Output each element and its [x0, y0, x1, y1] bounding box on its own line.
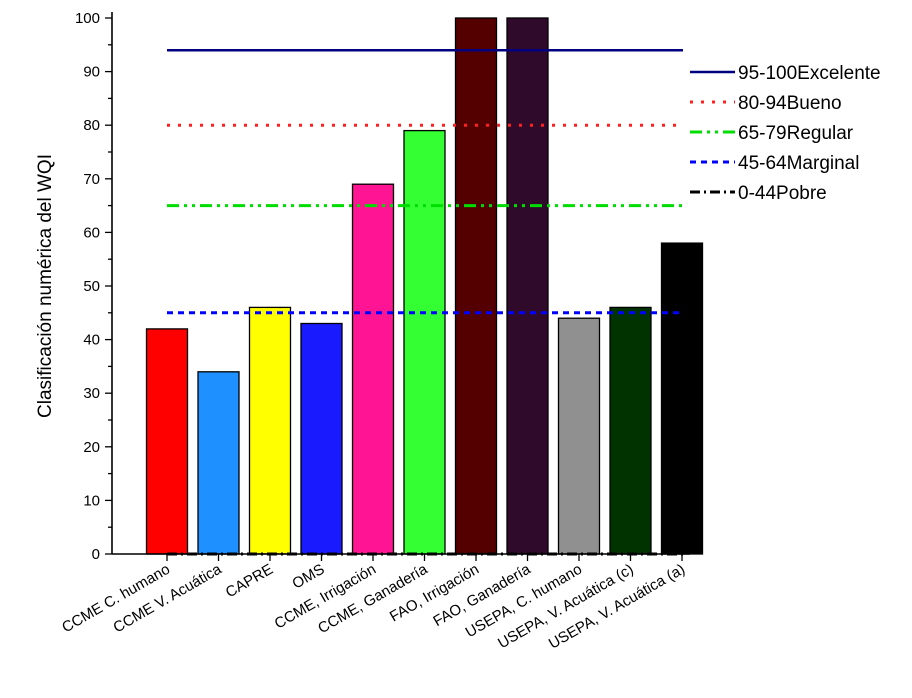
axes-group [111, 12, 690, 555]
bar-6 [403, 129, 446, 555]
y-tick-label: 20 [83, 439, 100, 456]
y-tick-label: 70 [83, 171, 100, 188]
x-tick-label: CAPRE [223, 561, 276, 602]
legend-label-3: 65-79Regular [738, 123, 854, 144]
legend-label-5: 0-44Pobre [738, 183, 827, 204]
bar-7 [454, 17, 498, 555]
y-tick-label: 60 [83, 224, 100, 241]
y-tick-label: 80 [83, 117, 100, 134]
y-axis-title: Clasificación numérica del WQI [35, 154, 56, 418]
bar-4 [300, 322, 343, 555]
bar-3 [248, 306, 292, 555]
legend-label-4: 45-64Marginal [738, 153, 859, 174]
y-ticks-group: 0 10 20 30 40 50 60 70 80 90 100 [75, 10, 112, 563]
bar-2 [197, 371, 240, 555]
bar-10 [609, 306, 652, 555]
y-tick-label: 90 [83, 64, 100, 81]
bar-1 [145, 328, 189, 555]
legend-label-2: 80-94Bueno [738, 93, 842, 114]
y-tick-label: 0 [92, 546, 100, 563]
y-tick-label: 10 [83, 492, 100, 509]
y-tick-label: 40 [83, 332, 100, 349]
legend: 95-100Excelente 80-94Bueno 65-79Regular 45-… [690, 63, 881, 204]
y-tick-label: 100 [75, 10, 100, 27]
y-tick-label: 30 [83, 385, 100, 402]
bars-group [145, 17, 704, 555]
bar-11 [660, 242, 704, 555]
y-tick-label: 50 [83, 278, 100, 295]
legend-label-1: 95-100Excelente [738, 63, 881, 84]
bar-5 [351, 183, 395, 555]
bar-9 [557, 317, 601, 555]
bar-8 [506, 17, 549, 555]
